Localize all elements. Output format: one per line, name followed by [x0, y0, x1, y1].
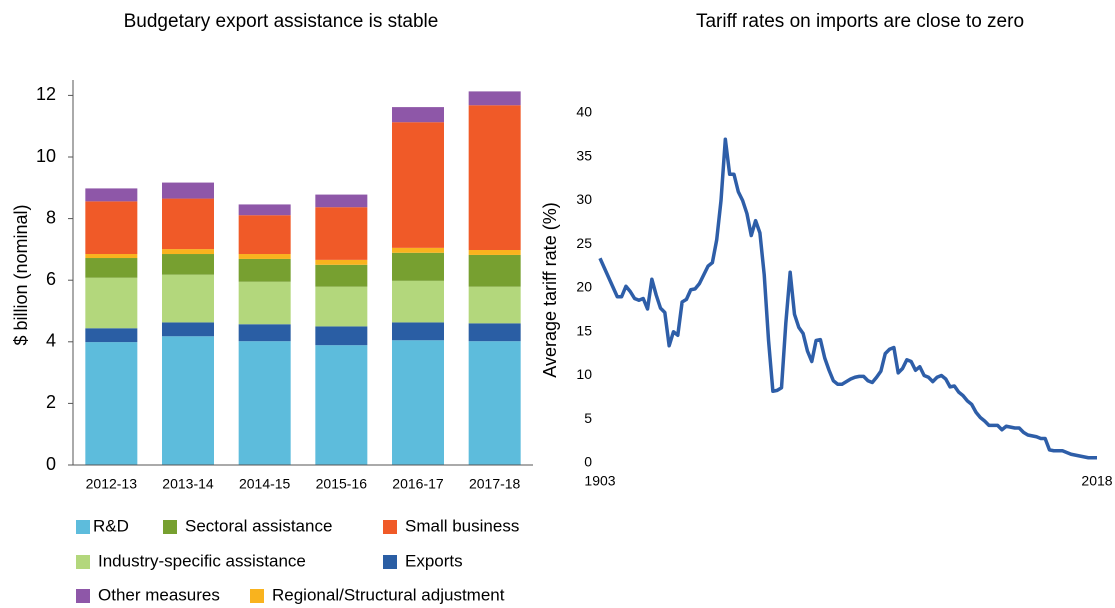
- bar-segment: [85, 188, 138, 202]
- bar-segment: [162, 182, 214, 199]
- bar-segment: [392, 322, 444, 341]
- chart-title: Budgetary export assistance is stable: [124, 11, 439, 32]
- legend-swatch: [250, 589, 264, 603]
- legend-swatch: [383, 555, 397, 569]
- bar-segment: [238, 204, 291, 216]
- bar-segment: [468, 250, 521, 255]
- bar-segment: [315, 345, 368, 465]
- bar-segment: [392, 247, 444, 253]
- bar-segment: [238, 215, 291, 255]
- y-tick-label: 0: [46, 454, 56, 474]
- y-axis-label: $ billion (nominal): [11, 204, 31, 345]
- y-tick-label: 40: [576, 104, 592, 120]
- legend-swatch: [383, 520, 397, 534]
- x-tick-label: 2016-17: [392, 476, 444, 492]
- bar-segment: [468, 105, 521, 251]
- bar-segment: [162, 254, 214, 275]
- y-axis-label: Average tariff rate (%): [540, 202, 560, 377]
- bar-segment: [238, 254, 291, 259]
- legend-label: Regional/Structural adjustment: [272, 585, 505, 604]
- legend-swatch: [76, 520, 90, 534]
- line: [598, 137, 1097, 460]
- legend-label: Industry-specific assistance: [98, 551, 306, 570]
- bar-segment: [315, 286, 368, 327]
- y-tick-label: 35: [576, 147, 592, 163]
- x-tick-label: 1903: [584, 473, 615, 489]
- bar-segment: [315, 207, 368, 260]
- chart-title: Tariff rates on imports are close to zer…: [696, 11, 1024, 32]
- bar-segment: [468, 91, 521, 106]
- bar-segment: [468, 323, 521, 342]
- bar-segment: [162, 198, 214, 250]
- bar-segment: [162, 274, 214, 323]
- y-tick-label: 6: [46, 269, 56, 289]
- bar-segment: [392, 107, 444, 123]
- y-tick-label: 2: [46, 392, 56, 412]
- bar-segment: [238, 281, 291, 325]
- bar-segment: [85, 201, 138, 255]
- legend-label: Exports: [405, 551, 463, 570]
- bar-segment: [392, 252, 444, 281]
- bar-segment: [238, 258, 291, 282]
- y-tick-label: 10: [36, 146, 56, 166]
- bar-segment: [238, 341, 291, 465]
- x-tick-label: 2012-13: [86, 476, 138, 492]
- bar-segment: [85, 328, 138, 343]
- legend-label: Small business: [405, 516, 519, 535]
- legend-swatch: [76, 555, 90, 569]
- y-tick-label: 25: [576, 235, 592, 251]
- bar-segment: [85, 277, 138, 329]
- bar-segment: [392, 280, 444, 323]
- bar-segment: [315, 326, 368, 346]
- bar-segment: [468, 286, 521, 324]
- bar-segment: [85, 258, 138, 278]
- bar-segment: [392, 122, 444, 248]
- y-tick-label: 15: [576, 322, 592, 338]
- y-tick-label: 5: [584, 410, 592, 426]
- bar-segment: [162, 336, 214, 465]
- bar-segment: [468, 254, 521, 287]
- x-tick-label: 2015-16: [316, 476, 368, 492]
- legend-label: Sectoral assistance: [185, 516, 332, 535]
- bar-segment: [162, 249, 214, 255]
- x-tick-label: 2018: [1081, 473, 1112, 489]
- y-tick-label: 8: [46, 207, 56, 227]
- bar-segment: [392, 340, 444, 465]
- y-tick-label: 0: [584, 454, 592, 470]
- bar-segment: [468, 341, 521, 465]
- y-tick-label: 4: [46, 331, 56, 351]
- y-tick-label: 12: [36, 84, 56, 104]
- bar-segment: [315, 194, 368, 208]
- bar-segment: [238, 324, 291, 342]
- y-tick-label: 20: [576, 279, 592, 295]
- x-tick-label: 2017-18: [469, 476, 521, 492]
- legend-swatch: [163, 520, 177, 534]
- bar-segment: [85, 342, 138, 465]
- x-tick-label: 2014-15: [239, 476, 291, 492]
- y-tick-label: 30: [576, 191, 592, 207]
- bar-segment: [85, 254, 138, 259]
- bar-segment: [162, 322, 214, 337]
- x-tick-label: 2013-14: [162, 476, 214, 492]
- legend-label: Other measures: [98, 585, 220, 604]
- legend-label: R&D: [93, 516, 129, 535]
- legend-swatch: [76, 589, 90, 603]
- y-tick-label: 10: [576, 366, 592, 382]
- bar-segment: [315, 259, 368, 265]
- bar-segment: [315, 264, 368, 287]
